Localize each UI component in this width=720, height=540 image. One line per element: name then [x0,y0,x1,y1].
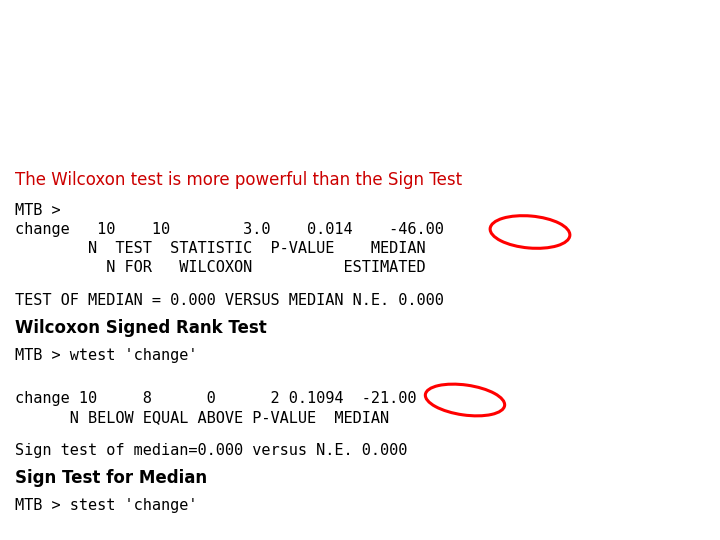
Text: MTB > wtest 'change': MTB > wtest 'change' [15,348,197,363]
Text: Wilcoxon Signed Rank Test: Wilcoxon Signed Rank Test [15,319,266,337]
Text: TEST OF MEDIAN = 0.000 VERSUS MEDIAN N.E. 0.000: TEST OF MEDIAN = 0.000 VERSUS MEDIAN N.E… [15,293,444,308]
Text: MTB >: MTB > [15,203,60,218]
Text: N BELOW EQUAL ABOVE P-VALUE  MEDIAN: N BELOW EQUAL ABOVE P-VALUE MEDIAN [15,410,389,425]
Text: The Wilcoxon test is more powerful than the Sign Test: The Wilcoxon test is more powerful than … [15,171,462,189]
Text: Sign Test for Median: Sign Test for Median [15,469,207,487]
Text: change   10    10        3.0    0.014    -46.00: change 10 10 3.0 0.014 -46.00 [15,222,444,237]
Text: N FOR   WILCOXON          ESTIMATED: N FOR WILCOXON ESTIMATED [15,260,426,275]
Text: MTB > stest 'change': MTB > stest 'change' [15,498,197,513]
Text: N  TEST  STATISTIC  P-VALUE    MEDIAN: N TEST STATISTIC P-VALUE MEDIAN [15,241,426,256]
Text: change 10     8      0      2 0.1094  -21.00: change 10 8 0 2 0.1094 -21.00 [15,391,416,406]
Text: Sign test of median=0.000 versus N.E. 0.000: Sign test of median=0.000 versus N.E. 0.… [15,443,408,458]
